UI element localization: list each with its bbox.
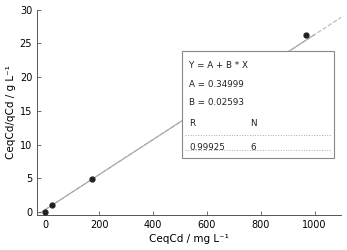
Text: B = 0.02593: B = 0.02593	[189, 98, 244, 107]
Text: Y = A + B * X: Y = A + B * X	[189, 61, 248, 70]
Text: N: N	[250, 119, 257, 128]
FancyBboxPatch shape	[182, 51, 334, 158]
Text: 0.99925: 0.99925	[189, 143, 225, 152]
Y-axis label: CeqCd/qCd / g L⁻¹: CeqCd/qCd / g L⁻¹	[6, 66, 16, 160]
Text: A = 0.34999: A = 0.34999	[189, 80, 244, 88]
X-axis label: CeqCd / mg L⁻¹: CeqCd / mg L⁻¹	[149, 234, 229, 244]
Text: R: R	[189, 119, 195, 128]
Text: 6: 6	[250, 143, 256, 152]
